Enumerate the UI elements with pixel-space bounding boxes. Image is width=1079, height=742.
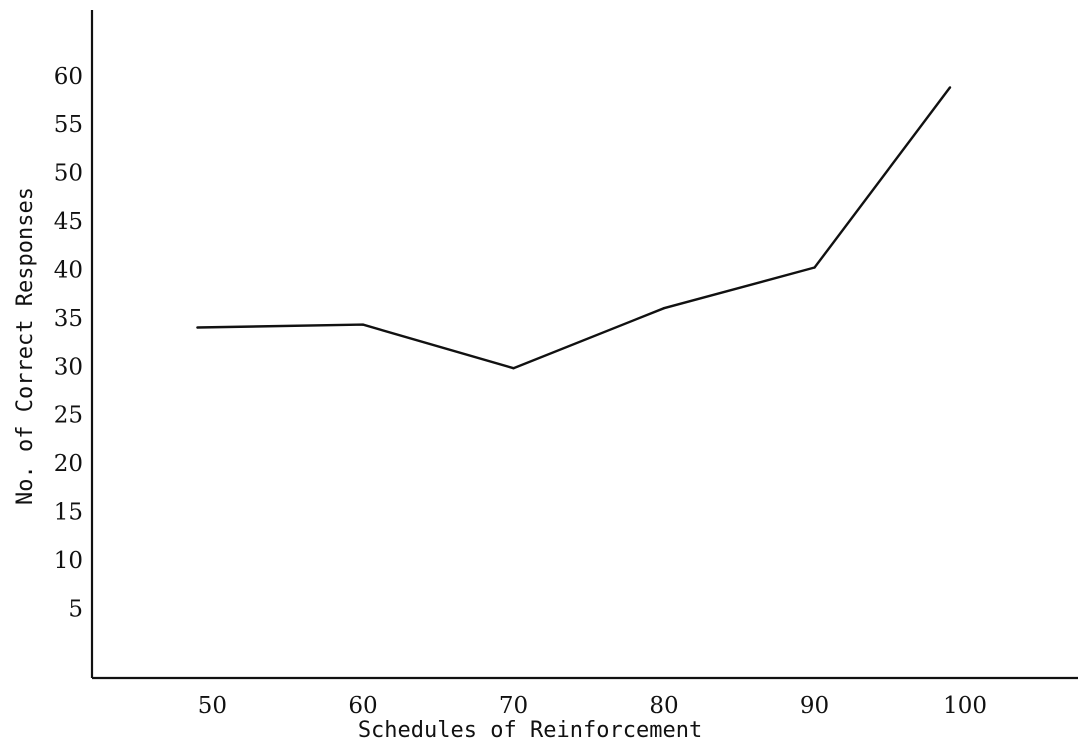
y-tick-label: 20 (54, 451, 83, 477)
x-tick-label: 80 (649, 693, 678, 719)
series-line (197, 86, 951, 370)
data-points (196, 86, 952, 370)
y-tick-label: 60 (54, 64, 83, 90)
x-tick-label: 70 (499, 693, 528, 719)
y-axis-title: No. of Correct Responses (13, 187, 38, 505)
y-tick-label: 25 (54, 403, 83, 429)
x-tick-label: 50 (198, 693, 227, 719)
data-point (813, 266, 816, 269)
y-tick-labels: 5 10 15 20 25 30 35 40 45 50 55 60 (54, 64, 83, 622)
y-tick-label: 5 (68, 596, 83, 622)
y-tick-label: 45 (54, 209, 83, 235)
data-point (361, 323, 365, 326)
data-point (512, 367, 515, 370)
data-point (196, 326, 199, 329)
y-tick-label: 35 (54, 306, 83, 332)
y-tick-label: 40 (54, 257, 83, 283)
y-tick-label: 55 (54, 112, 83, 138)
y-tick-label: 15 (54, 499, 83, 525)
x-tick-labels: 50 60 70 80 90 100 (198, 693, 987, 719)
y-tick-label: 50 (54, 161, 83, 187)
data-point (948, 86, 952, 89)
axes (90, 10, 1078, 680)
data-point (662, 306, 666, 310)
x-tick-label: 60 (348, 693, 377, 719)
y-tick-label: 30 (54, 354, 83, 380)
y-tick-label: 10 (54, 548, 83, 574)
x-tick-label: 90 (800, 693, 829, 719)
x-axis-title: Schedules of Reinforcement (358, 718, 702, 742)
x-tick-label: 100 (943, 693, 987, 719)
